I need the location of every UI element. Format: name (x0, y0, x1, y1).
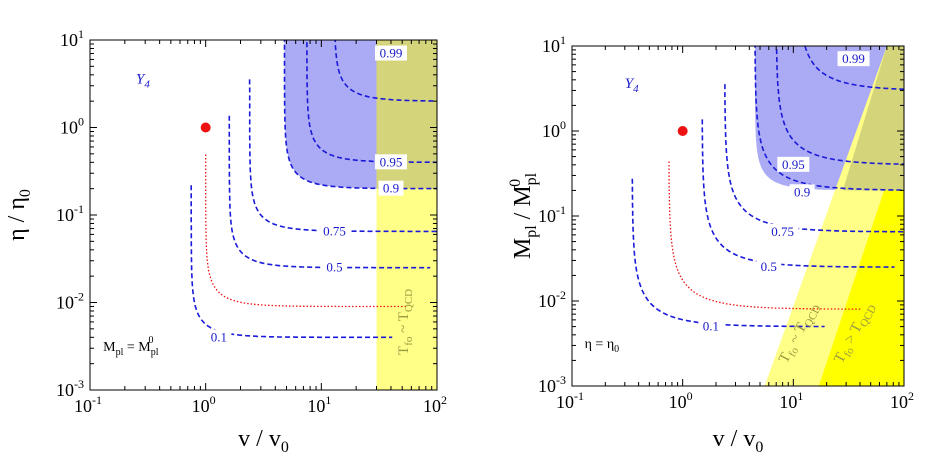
y-tick-label: 101 (60, 27, 84, 50)
x-tick-label: 10-1 (74, 393, 102, 416)
reference-curve (205, 154, 407, 308)
strong-yellow-band (818, 131, 904, 386)
x-tick-label: 10-1 (556, 389, 584, 412)
contour-label: 0.5 (326, 260, 342, 275)
contour-label: 0.1 (703, 319, 719, 334)
y-tick-label: 10-1 (56, 202, 84, 225)
y-tick-label: 10-2 (538, 288, 566, 311)
panel-label: Y4 (625, 76, 639, 95)
contour-label: 0.9 (383, 181, 399, 196)
y-axis-label: η / η0 (4, 189, 34, 241)
contour-label-bg (837, 51, 870, 67)
contour-line-0.9 (283, 40, 437, 190)
reference-point (200, 122, 211, 133)
reference-point (677, 126, 688, 136)
contour-label-bg (206, 329, 232, 345)
contour-label: 0.1 (211, 329, 227, 344)
y-tick-label: 10-3 (56, 377, 84, 400)
y-axis-label: Mpl / Mpl0 (507, 172, 540, 259)
contour-label-bg (374, 45, 407, 61)
contour-label: 0.5 (761, 259, 777, 274)
contour-label: 0.9 (794, 184, 810, 199)
y-tick-label: 100 (60, 115, 84, 138)
contour-line-0.1 (190, 185, 393, 339)
y-tick-label: 10-3 (538, 373, 566, 396)
contour-line-0.75 (248, 79, 437, 233)
x-tick-label: 100 (192, 393, 216, 416)
x-axis-label: v / v0 (713, 426, 764, 456)
x-axis-label: v / v0 (238, 426, 289, 456)
panel-label: Y4 (136, 71, 150, 90)
contour-line-0.95 (306, 40, 437, 164)
overlap-region (842, 46, 904, 191)
x-tick-label: 101 (307, 393, 331, 416)
contour-label-bg (698, 318, 724, 334)
x-tick-label: 100 (669, 389, 693, 412)
contour-label: 0.95 (380, 154, 403, 169)
x-tick-label: 101 (779, 389, 803, 412)
contour-line-0.95 (775, 46, 904, 165)
contour-label-bg (756, 259, 782, 275)
contour-line-0.75 (724, 84, 904, 233)
y-tick-label: 10-2 (56, 290, 84, 313)
y-tick-label: 10-1 (538, 203, 566, 226)
contour-label-bg (777, 156, 810, 172)
contour-label-bg (378, 180, 404, 196)
contour-label: 0.75 (323, 223, 346, 238)
y-tick-label: 100 (542, 118, 566, 141)
annotation: Mpl = Mpl0 (103, 335, 159, 358)
contour-line-0.9 (754, 46, 904, 191)
contour-line-0.5 (228, 115, 431, 269)
plot-area: 0.1 0.5 0.75 0.9 0.95 0.99 Tfo ~ TQCD (190, 40, 437, 390)
annotation: η = η0 (585, 337, 620, 355)
contour-label-bg (789, 184, 815, 200)
contour-line-0.5 (701, 119, 895, 268)
contour-label: 0.99 (842, 51, 865, 66)
contour-line-0.1 (631, 178, 825, 328)
x-tick-label: 102 (890, 389, 914, 412)
region-label-tfo-qcd: Tfo ~ TQCD (396, 289, 415, 355)
contour-label-bg (322, 259, 348, 275)
left-panel: 0.1 0.5 0.75 0.9 0.95 0.99 Tfo ~ TQCD Y4 Mpl = M… (4, 27, 447, 456)
contour-label-bg (318, 223, 351, 239)
contour-label-bg (374, 154, 407, 170)
y-tick-label: 101 (542, 33, 566, 56)
x-tick-label: 102 (423, 393, 447, 416)
contour-label: 0.99 (380, 46, 403, 61)
contour-label: 0.95 (782, 157, 805, 172)
contour-label: 0.75 (771, 224, 794, 239)
contour-label-bg (766, 223, 799, 239)
